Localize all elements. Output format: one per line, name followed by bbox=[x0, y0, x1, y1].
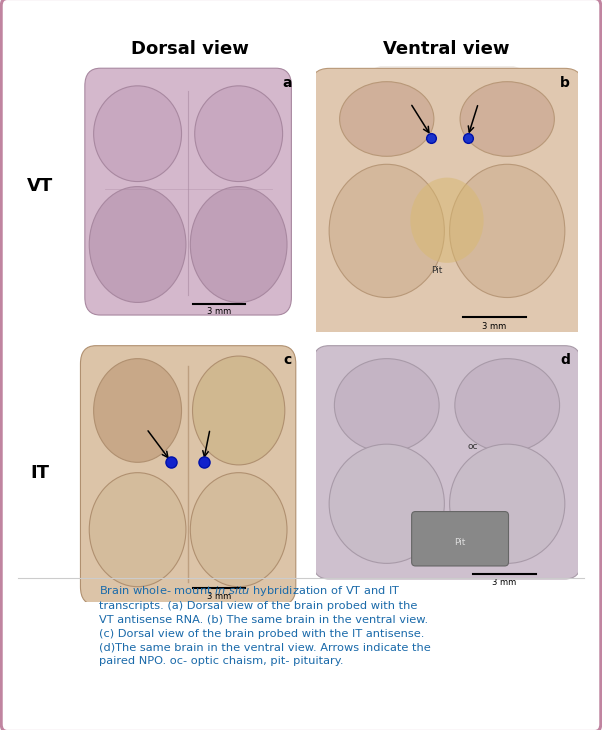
Ellipse shape bbox=[334, 358, 439, 452]
Ellipse shape bbox=[89, 473, 186, 587]
Ellipse shape bbox=[94, 358, 182, 462]
FancyBboxPatch shape bbox=[81, 346, 296, 605]
Ellipse shape bbox=[340, 82, 434, 156]
Ellipse shape bbox=[193, 356, 285, 465]
Ellipse shape bbox=[190, 187, 287, 302]
Ellipse shape bbox=[190, 473, 287, 587]
FancyBboxPatch shape bbox=[85, 68, 291, 315]
Text: Ventral view: Ventral view bbox=[383, 40, 510, 58]
Text: IT: IT bbox=[31, 464, 50, 482]
Text: Brain whole- mount $\it{in\ situ}$ hybridization of VT and IT
transcripts. (a) D: Brain whole- mount $\it{in\ situ}$ hybri… bbox=[99, 584, 431, 666]
Text: VT: VT bbox=[27, 177, 54, 195]
Text: 3 mm: 3 mm bbox=[482, 322, 506, 331]
Ellipse shape bbox=[411, 177, 483, 263]
Ellipse shape bbox=[460, 82, 554, 156]
FancyBboxPatch shape bbox=[412, 512, 509, 566]
FancyBboxPatch shape bbox=[311, 69, 583, 340]
Ellipse shape bbox=[94, 86, 182, 182]
Ellipse shape bbox=[194, 86, 282, 182]
Ellipse shape bbox=[329, 164, 444, 298]
Text: 3 mm: 3 mm bbox=[492, 577, 517, 587]
Ellipse shape bbox=[355, 58, 539, 111]
Text: Pit: Pit bbox=[431, 266, 442, 275]
Text: d: d bbox=[560, 353, 570, 367]
Text: Pit: Pit bbox=[455, 538, 466, 548]
Text: a: a bbox=[282, 76, 291, 90]
Ellipse shape bbox=[450, 164, 565, 298]
Ellipse shape bbox=[89, 187, 186, 302]
FancyBboxPatch shape bbox=[314, 346, 580, 579]
Text: Figure 1: Figure 1 bbox=[29, 684, 84, 697]
Text: 3 mm: 3 mm bbox=[206, 592, 231, 601]
Text: oc: oc bbox=[468, 442, 479, 451]
Text: Dorsal view: Dorsal view bbox=[131, 40, 249, 58]
Ellipse shape bbox=[455, 358, 560, 452]
Ellipse shape bbox=[450, 444, 565, 564]
Ellipse shape bbox=[329, 444, 444, 564]
Text: 3 mm: 3 mm bbox=[206, 307, 231, 316]
Text: c: c bbox=[283, 353, 291, 367]
Text: b: b bbox=[560, 77, 570, 91]
